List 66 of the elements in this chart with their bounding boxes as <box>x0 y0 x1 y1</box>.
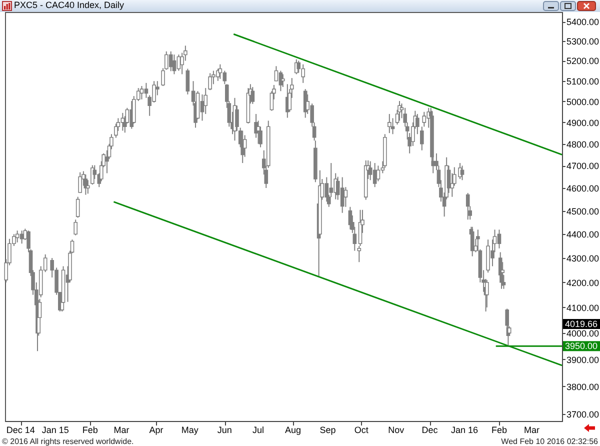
candlestick <box>416 113 420 135</box>
candlestick <box>344 186 348 208</box>
x-tick-label: Dec <box>422 425 438 435</box>
candlestick <box>446 165 451 194</box>
candlestick <box>376 165 380 182</box>
x-tick-label: Dec 14 <box>6 425 35 435</box>
text: Wed Feb 10 2016 02:32:56 <box>501 437 599 446</box>
y-tick-label: 4600.00 <box>566 183 600 194</box>
candlestick <box>466 192 470 220</box>
chart-title: PXC5 - CAC40 Index, Daily <box>14 0 125 10</box>
candlestick <box>140 85 144 100</box>
x-tick-label: Feb <box>491 425 507 435</box>
candlestick <box>222 70 227 85</box>
y-tick-label: 3800.00 <box>566 382 600 392</box>
x-tick-label: Jan 16 <box>450 425 478 435</box>
candlestick <box>422 111 426 128</box>
candlestick <box>186 68 190 95</box>
text: © 2016 All rights reserved worldwide. <box>2 437 134 446</box>
y-tick-label: 4500.00 <box>566 206 600 216</box>
x-tick-label: Jun <box>217 425 232 435</box>
y-tick-label: 4000.00 <box>566 328 600 339</box>
y-tick-label: 4100.00 <box>566 302 600 313</box>
y-tick-label: 5100.00 <box>566 76 600 86</box>
candlestick <box>460 165 464 181</box>
y-tick-label: 5200.00 <box>566 56 600 66</box>
candlestick <box>372 162 377 188</box>
candlestick <box>296 60 301 74</box>
x-tick-label: Apr <box>149 425 164 435</box>
x-tick-label: Feb <box>82 425 98 435</box>
y-tick-label: 4900.00 <box>566 118 600 128</box>
candlestick <box>172 54 176 75</box>
candlestick <box>388 113 392 134</box>
y-tick-label: 3700.00 <box>566 409 600 420</box>
y-tick-label: 5400.00 <box>566 17 600 28</box>
x-tick-label: Mar <box>524 425 540 435</box>
candlestick <box>274 66 278 82</box>
y-tick-label: 4400.00 <box>566 230 600 240</box>
y-tick-label: 5300.00 <box>566 36 600 46</box>
y-tick-label: 4300.00 <box>566 253 600 264</box>
candlestick <box>20 230 24 244</box>
candlestick <box>90 164 94 186</box>
candlestick <box>281 74 285 88</box>
y-tick-label: 3900.00 <box>566 354 600 365</box>
y-tick-label: 4200.00 <box>566 278 600 288</box>
candlestick <box>497 229 502 249</box>
y-tick-label: 4800.00 <box>566 139 600 150</box>
y-tick-label: 4700.00 <box>566 161 600 172</box>
y-tick-label: 5000.00 <box>566 96 600 107</box>
x-tick-label: Jan 15 <box>42 425 69 435</box>
x-tick-label: Aug <box>285 425 302 435</box>
candlestick <box>420 126 424 151</box>
x-tick-label: Nov <box>388 425 405 435</box>
candlestick <box>15 230 20 243</box>
candlestick <box>74 219 78 236</box>
x-tick-label: May <box>181 425 199 435</box>
x-tick-label: Oct <box>354 425 369 435</box>
x-tick-label: Jul <box>252 425 264 435</box>
candlestick <box>78 172 82 194</box>
text: 4019.66 <box>565 318 598 329</box>
series-label: 3950.00 <box>565 341 598 352</box>
candlestick <box>76 196 80 218</box>
candlestick <box>208 72 212 91</box>
candlestick <box>340 176 344 214</box>
candlestick <box>168 50 173 72</box>
x-tick-label: Mar <box>114 425 130 435</box>
x-tick-label: Sep <box>320 425 336 435</box>
